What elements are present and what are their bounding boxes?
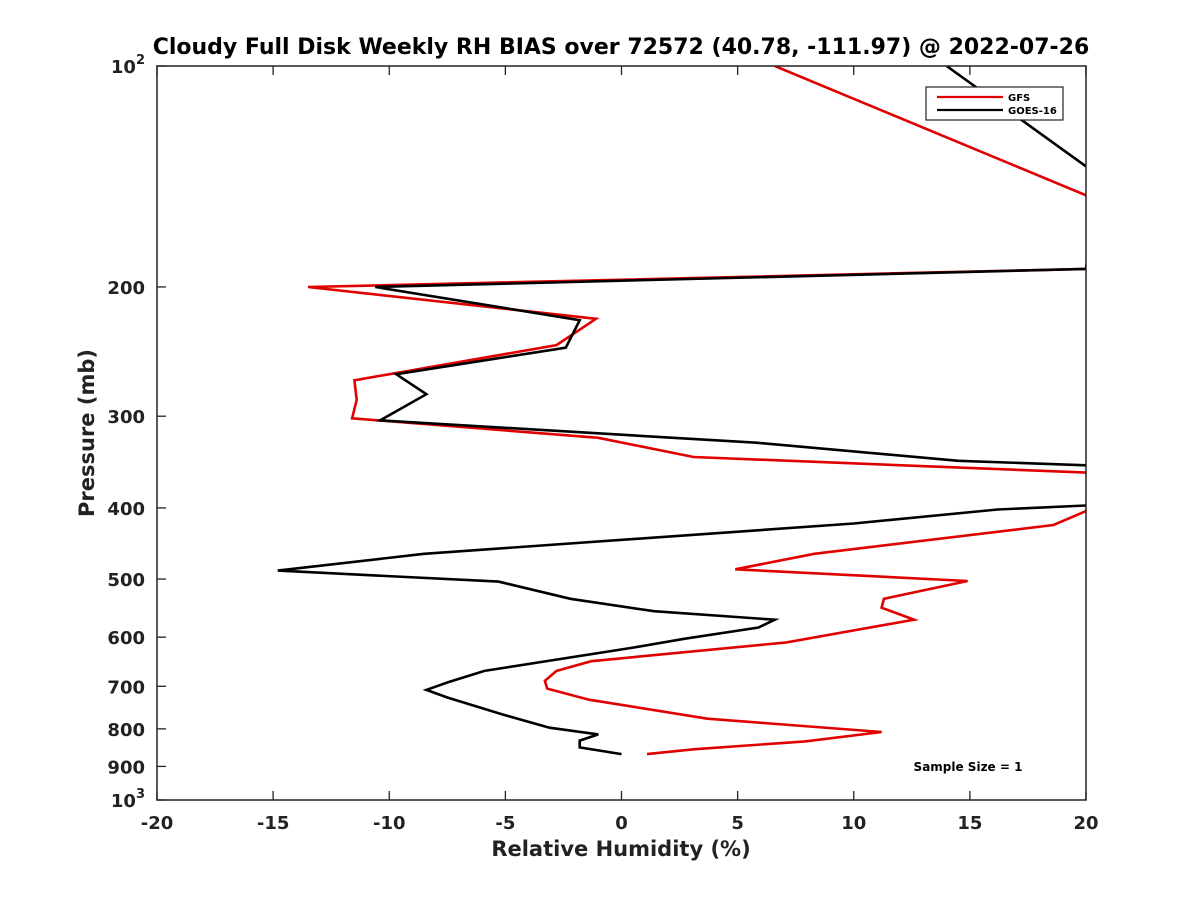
y-tick-label: 200 (107, 278, 145, 299)
y-tick-label: 300 (107, 407, 145, 428)
x-tick-label: 5 (731, 813, 744, 834)
plot-area (277, 66, 1086, 756)
x-axis-label: Relative Humidity (%) (491, 837, 750, 861)
legend: GFS GOES-16 (925, 86, 1064, 121)
y-tick-label: 102 (111, 53, 145, 78)
legend-label-gfs: GFS (1008, 93, 1030, 104)
legend-box (925, 86, 1064, 121)
y-tick-label: 900 (107, 757, 145, 778)
x-tick-label: -20 (141, 813, 174, 834)
y-tick-label: 500 (107, 570, 145, 591)
x-tick-label: 10 (841, 813, 866, 834)
chart-title: Cloudy Full Disk Weekly RH BIAS over 725… (153, 35, 1090, 60)
y-tick-label: 400 (107, 499, 145, 520)
sample-size-annotation: Sample Size = 1 (914, 760, 1023, 774)
plot-frame (156, 65, 1087, 801)
x-tick-label: -10 (373, 813, 406, 834)
y-axis: 102 200 300 400 500 600 700 800 900 103 (107, 53, 166, 812)
y-tick-label: 800 (107, 720, 145, 741)
x-tick-label: 15 (957, 813, 982, 834)
legend-label-goes-16: GOES-16 (1008, 106, 1057, 117)
y-tick-label: 103 (111, 787, 145, 812)
x-tick-label: 20 (1073, 813, 1098, 834)
series-line-gfs (307, 66, 1086, 756)
series-line-goes-16 (277, 66, 1086, 756)
x-tick-label: -15 (257, 813, 290, 834)
y-tick-label: 600 (107, 628, 145, 649)
x-tick-label: 0 (615, 813, 628, 834)
x-axis: -20 -15 -10 -5 0 5 10 15 20 (141, 66, 1099, 834)
x-tick-label: -5 (495, 813, 515, 834)
y-tick-label: 700 (107, 677, 145, 698)
y-axis-label: Pressure (mb) (75, 349, 99, 517)
